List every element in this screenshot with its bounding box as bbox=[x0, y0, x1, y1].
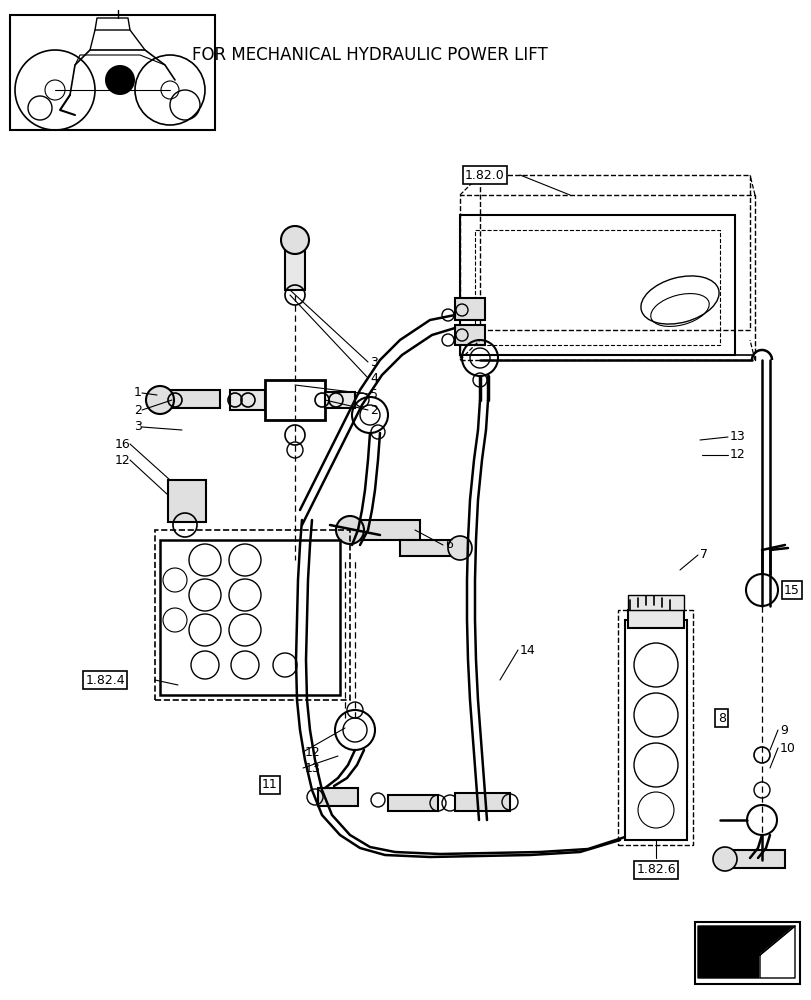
Polygon shape bbox=[759, 926, 794, 978]
Text: 12: 12 bbox=[305, 745, 320, 758]
Text: 14: 14 bbox=[519, 644, 535, 656]
Bar bbox=[264, 380, 324, 420]
Bar bbox=[454, 793, 509, 811]
Circle shape bbox=[746, 805, 776, 835]
Circle shape bbox=[745, 574, 777, 606]
Text: 15: 15 bbox=[783, 584, 799, 596]
Text: 2: 2 bbox=[370, 403, 377, 416]
Text: FOR MECHANICAL HYDRAULIC POWER LIFT: FOR MECHANICAL HYDRAULIC POWER LIFT bbox=[192, 46, 547, 64]
Bar bbox=[155, 390, 220, 408]
Circle shape bbox=[712, 847, 736, 871]
Bar bbox=[627, 610, 683, 628]
Bar bbox=[400, 540, 460, 556]
Bar bbox=[285, 245, 305, 290]
Bar bbox=[624, 620, 686, 840]
Bar bbox=[168, 480, 206, 522]
Text: 1.82.4: 1.82.4 bbox=[85, 674, 125, 686]
Circle shape bbox=[105, 65, 135, 95]
Bar bbox=[155, 530, 350, 700]
Text: 8: 8 bbox=[717, 711, 725, 724]
Bar bbox=[354, 520, 419, 540]
Circle shape bbox=[448, 536, 471, 560]
Text: 16: 16 bbox=[114, 438, 130, 450]
Bar bbox=[729, 850, 784, 868]
Circle shape bbox=[281, 226, 309, 254]
Bar bbox=[318, 788, 358, 806]
Text: 13: 13 bbox=[305, 762, 320, 774]
Bar bbox=[324, 392, 354, 408]
Bar bbox=[694, 922, 799, 984]
Text: 7: 7 bbox=[699, 548, 707, 562]
Text: 3: 3 bbox=[370, 356, 377, 368]
Bar bbox=[454, 298, 484, 320]
Text: 12: 12 bbox=[729, 448, 744, 462]
Text: 13: 13 bbox=[729, 430, 744, 444]
Text: 2: 2 bbox=[134, 403, 142, 416]
Circle shape bbox=[146, 386, 174, 414]
Text: 3: 3 bbox=[134, 420, 142, 434]
Text: 1: 1 bbox=[134, 386, 142, 399]
Bar bbox=[474, 230, 719, 345]
Bar bbox=[388, 795, 437, 811]
Text: 1.82.6: 1.82.6 bbox=[635, 863, 675, 876]
Bar bbox=[230, 390, 264, 410]
Text: 6: 6 bbox=[444, 538, 453, 552]
Bar bbox=[617, 610, 692, 845]
Text: 11: 11 bbox=[262, 778, 277, 791]
Text: 4: 4 bbox=[370, 371, 377, 384]
Text: 12: 12 bbox=[114, 454, 130, 466]
Bar bbox=[479, 175, 749, 330]
Bar bbox=[160, 540, 340, 695]
Text: 9: 9 bbox=[779, 723, 787, 736]
Text: 1.82.0: 1.82.0 bbox=[465, 169, 504, 182]
Polygon shape bbox=[697, 926, 794, 978]
Bar bbox=[627, 595, 683, 610]
Text: 10: 10 bbox=[779, 741, 795, 754]
Bar bbox=[460, 215, 734, 355]
Bar bbox=[460, 195, 754, 360]
Text: 5: 5 bbox=[370, 387, 378, 400]
Circle shape bbox=[336, 516, 363, 544]
Bar bbox=[454, 325, 484, 345]
Bar bbox=[10, 15, 215, 130]
